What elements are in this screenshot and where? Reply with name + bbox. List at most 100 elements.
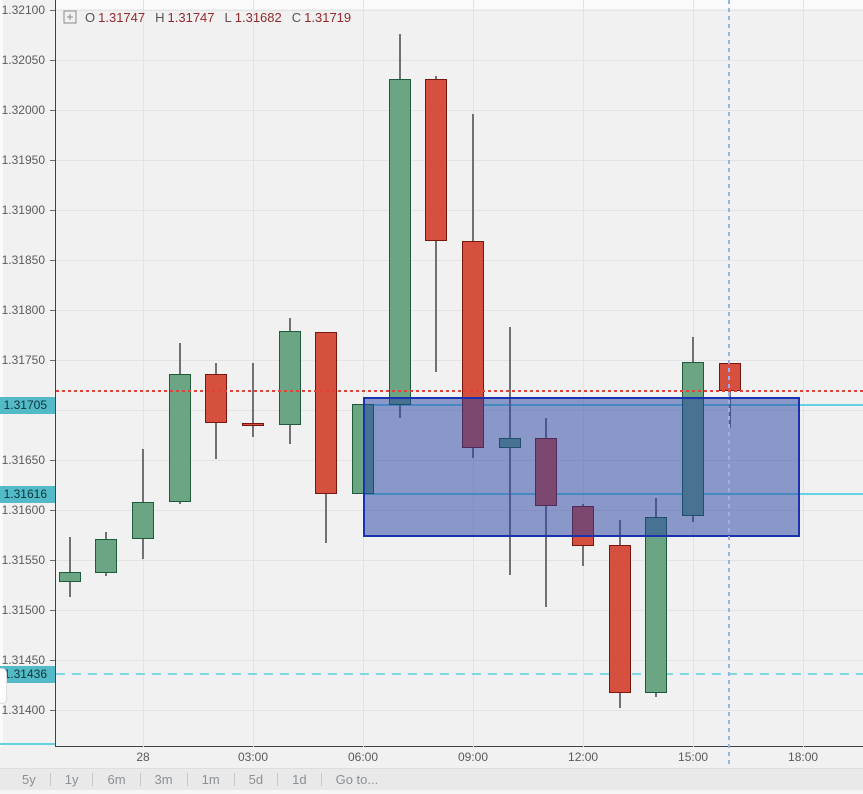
price-tick-mark: [50, 310, 55, 311]
expand-plus-icon[interactable]: [63, 10, 77, 24]
candle-body-07:00[interactable]: [388, 79, 411, 405]
price-tick-label: 1.32050: [1, 53, 45, 67]
range-button-3m[interactable]: 3m: [154, 772, 173, 787]
price-level-badge: 1.31436: [0, 665, 55, 683]
price-tick-mark: [50, 210, 55, 211]
v-gridline: [363, 0, 365, 747]
h-gridline: [56, 10, 863, 11]
range-button-1y[interactable]: 1y: [64, 772, 79, 787]
candle-body-03:00[interactable]: [242, 423, 264, 426]
legend-key: C: [291, 9, 302, 25]
price-tick-mark: [50, 560, 55, 561]
h-gridline: [56, 260, 863, 261]
price-tick-label: 1.31650: [1, 453, 45, 467]
legend-value: 1.31747: [98, 9, 146, 25]
axis-edge-strip: [0, 0, 3, 747]
legend-value: 1.31682: [234, 9, 282, 25]
v-gridline: [803, 0, 805, 747]
axis-bottom-accent: [0, 743, 55, 745]
toolbar-separator: [92, 773, 94, 786]
candle-wick: [252, 363, 254, 437]
price-tick-label: 1.31750: [1, 353, 45, 367]
price-tick-label: 1.31950: [1, 153, 45, 167]
range-button-1d[interactable]: 1d: [292, 772, 307, 787]
candle-body-16:00[interactable]: [718, 363, 741, 391]
price-tick-mark: [50, 460, 55, 461]
price-axis[interactable]: 1.32100 1.32050 1.32000 1.31950 1.31900 1.318…: [0, 0, 56, 747]
v-gridline: [143, 0, 144, 747]
price-tick-mark: [50, 360, 55, 361]
h-gridline: [56, 210, 863, 211]
ohlc-legend: O 1.31747 H 1.31747 L 1.31682 C 1.31719: [63, 9, 361, 25]
toolbar-separator: [139, 773, 141, 786]
candle-body-22:00[interactable]: [58, 572, 81, 582]
price-tick-mark: [50, 710, 55, 711]
price-tick-mark: [50, 60, 55, 61]
range-button-1m[interactable]: 1m: [201, 772, 220, 787]
range-button-5y[interactable]: 5y: [22, 772, 36, 787]
price-tick-label: 1.31450: [1, 653, 45, 667]
candle-body-04:00[interactable]: [278, 331, 301, 425]
candle-body-14:00[interactable]: [645, 517, 668, 693]
price-range-box[interactable]: [363, 397, 801, 537]
plot-bottom-border: [56, 746, 863, 747]
h-gridline: [56, 660, 863, 661]
range-button-5d[interactable]: 5d: [248, 772, 264, 787]
candle-body-01:00[interactable]: [168, 374, 191, 502]
price-level-badge: 1.31616: [0, 485, 55, 503]
time-tick-label-12:00: 12:00: [568, 750, 599, 764]
price-tick-mark: [50, 260, 55, 261]
candle-body-05:00[interactable]: [315, 332, 338, 494]
h-gridline: [56, 110, 863, 111]
h-gridline: [56, 360, 863, 361]
ohlc-values: O 1.31747 H 1.31747 L 1.31682 C 1.31719: [85, 10, 361, 25]
toolbar-separator: [320, 773, 322, 786]
price-tick-mark: [50, 510, 55, 511]
legend-key: L: [224, 9, 232, 25]
chart-plot-area[interactable]: O 1.31747 H 1.31747 L 1.31682 C 1.31719: [56, 0, 863, 747]
price-tick-label: 1.32000: [1, 103, 45, 117]
time-tick-label-28: 28: [136, 750, 150, 764]
toolbar-separator: [49, 773, 51, 786]
range-button-6m[interactable]: 6m: [107, 772, 126, 787]
price-tick-label: 1.31550: [1, 553, 45, 567]
candle-body-00:00[interactable]: [132, 502, 154, 539]
price-level-badge: 1.31705: [0, 396, 55, 414]
toolbar-separator: [186, 773, 188, 786]
legend-value: 1.31719: [304, 9, 352, 25]
candle-body-02:00[interactable]: [205, 374, 228, 423]
candle-body-13:00[interactable]: [608, 545, 631, 693]
time-tick-label-06:00: 06:00: [348, 750, 379, 764]
sidebar-collapse-handle[interactable]: [0, 668, 7, 704]
v-gridline: [583, 0, 585, 747]
price-tick-mark: [50, 610, 55, 611]
price-tick-label: 1.31500: [1, 603, 45, 617]
price-tick-label: 1.31400: [1, 703, 45, 717]
time-tick-label-18:00: 18:00: [788, 750, 819, 764]
h-gridline: [56, 60, 863, 61]
time-marker-line: [727, 0, 730, 768]
candle-wick: [68, 537, 71, 597]
h-gridline: [56, 560, 863, 561]
h-gridline: [56, 710, 863, 711]
plot-top-strip: [56, 0, 863, 9]
last-price-line[interactable]: [56, 390, 863, 392]
candle-body-23:00[interactable]: [95, 539, 118, 573]
time-tick-label-09:00: 09:00: [458, 750, 489, 764]
alert-level-line[interactable]: [56, 673, 863, 675]
price-tick-mark: [50, 110, 55, 111]
range-button-go-to-[interactable]: Go to...: [335, 772, 379, 787]
price-tick-mark: [50, 160, 55, 161]
price-tick-mark: [50, 10, 55, 11]
time-tick-label-03:00: 03:00: [237, 750, 269, 764]
toolbar-separator: [277, 773, 279, 786]
legend-key: H: [155, 9, 165, 25]
time-tick-label-15:00: 15:00: [678, 750, 709, 764]
price-tick-label: 1.31850: [1, 253, 45, 267]
time-axis[interactable]: 28 03:00 06:00 09:00 12:00 15:00 18:00: [56, 747, 863, 768]
candle-body-08:00[interactable]: [425, 79, 448, 241]
range-toolbar: 5y 1y 6m 3m 1m 5d 1d Go to...: [0, 768, 863, 790]
price-tick-label: 1.32100: [1, 3, 45, 17]
toolbar-separator: [233, 773, 235, 786]
